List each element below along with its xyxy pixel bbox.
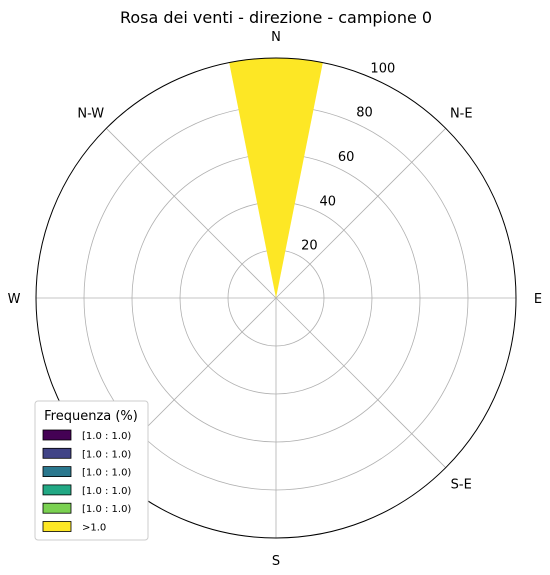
chart-title: Rosa dei venti - direzione - campione 0: [120, 8, 432, 27]
legend-swatch: [42, 502, 72, 514]
direction-label-s-e: S-E: [451, 477, 472, 492]
direction-label-n-w: N-W: [77, 107, 104, 122]
radial-tick-100: 100: [370, 61, 395, 76]
grid-spoke-n-w: [106, 128, 277, 299]
legend-swatch: [42, 466, 72, 478]
bar-n: [229, 58, 323, 299]
legend: Frequenza (%) [1.0 : 1.0)[1.0 : 1.0)[1.0…: [34, 400, 149, 541]
legend-label: [1.0 : 1.0): [82, 449, 131, 460]
legend-label: [1.0 : 1.0): [82, 468, 131, 479]
legend-label: [1.0 : 1.0): [82, 431, 131, 442]
grid-spoke-n-e: [275, 128, 446, 299]
direction-label-s: S: [272, 554, 280, 569]
legend-label: [1.0 : 1.0): [82, 504, 131, 515]
radial-tick-80: 80: [356, 106, 373, 121]
radial-tick-20: 20: [301, 239, 318, 254]
legend-entries: [1.0 : 1.0) [1.0 : 1.0) [1.0 : 1.0) [1.0 : …: [42, 429, 131, 534]
direction-label-e: E: [534, 292, 542, 307]
radial-tick-labels: 20 40 60 80 100: [301, 61, 395, 253]
polar-spine: [35, 57, 517, 539]
radial-tick-60: 60: [338, 150, 355, 165]
legend-swatch: [42, 429, 72, 441]
legend-swatch: [42, 521, 72, 532]
legend-swatch: [42, 484, 72, 496]
legend-title: Frequenza (%): [44, 409, 138, 424]
direction-label-n-e: N-E: [450, 107, 473, 122]
bars-layer: [229, 58, 323, 299]
direction-label-n: N: [271, 30, 281, 45]
legend-label: [1.0 : 1.0): [82, 486, 131, 497]
outer-circle: [35, 57, 517, 539]
direction-label-w: W: [8, 292, 21, 307]
radial-tick-40: 40: [319, 194, 336, 209]
legend-swatch: [42, 447, 72, 459]
grid-spoke-s-e: [275, 297, 446, 468]
legend-label: >1.0: [82, 523, 106, 534]
